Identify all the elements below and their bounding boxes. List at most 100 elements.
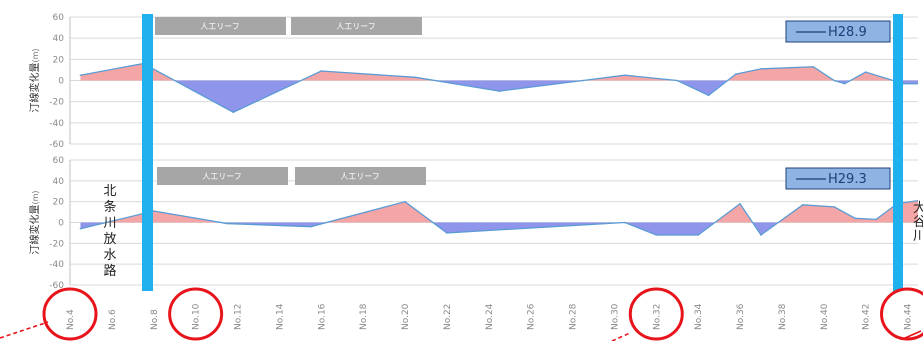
data-point [843,82,846,85]
data-point [79,74,82,77]
y-tick-label: 60 [53,156,65,166]
y-axis-title: 汀線変化量(m) [28,190,41,254]
data-point [864,71,867,73]
data-point [735,73,737,75]
annotation-left-char: 放 [103,232,116,247]
data-point [917,199,918,202]
data-point [812,65,815,68]
legend-box [785,20,891,43]
series-line [80,62,918,113]
y-axis-title-text: 汀線変化量 [28,63,41,113]
x-tick-label: No.44 [904,303,914,330]
erosion-area [80,80,918,113]
x-tick-label: No.36 [736,303,746,330]
data-point [446,232,448,234]
x-tick-label: No.10 [192,303,202,330]
data-point [624,221,626,224]
data-point [309,225,312,228]
y-tick-label: 20 [53,198,65,208]
reef-badge-label: 人工リーフ [336,22,376,31]
annotation-right-char: 谷 [913,215,923,230]
reef-badge-label: 人工リーフ [340,172,380,181]
data-point [624,74,626,77]
highlight-circle [168,287,224,341]
annotation-right-char: 大 [913,201,923,216]
x-tick-label: No.42 [862,304,872,330]
data-point [582,79,584,82]
highlight-circle [880,287,923,341]
data-point [707,94,710,97]
x-tick-label: No.22 [443,304,453,330]
data-point [498,90,501,92]
annotation-left-char: 川 [103,216,116,231]
x-axis: No.4 No.6 No.8 No.10 No.12 No.14 No.16 No.18 No.… [66,303,914,330]
reef-badge [157,167,288,185]
accretion-area [80,200,918,223]
legend-box [785,167,891,190]
highlight-circle [42,287,98,341]
x-tick-label: No.4 [66,309,76,330]
data-point [739,202,741,205]
reef-badge [155,17,286,35]
series-H28.9 [79,62,918,114]
data-point [875,218,877,221]
data-point [760,68,762,70]
x-tick-label: No.14 [275,303,285,330]
highlight-circle [628,287,684,341]
legend-label: H29.3 [828,172,867,187]
data-point [232,111,235,114]
reef-badge [295,167,426,185]
x-tick-label: No.38 [778,303,788,330]
data-point [697,234,699,236]
data-point [152,210,155,212]
data-point [404,200,406,203]
y-tick-label: 60 [53,13,65,23]
legend-label: H28.9 [828,25,867,40]
river-marker-bar-right [893,14,903,291]
annotation-left-char: 水 [103,248,116,263]
x-tick-label: No.26 [527,303,537,330]
x-tick-label: No.24 [485,303,495,330]
y-tick-label: 0 [58,77,64,87]
x-tick-label: No.40 [820,303,830,330]
y-tick-label: -20 [49,239,64,249]
annotation-left-char: 条 [103,199,116,215]
y-axis-title: 汀線変化量(m) [28,48,41,112]
y-tick-label: 40 [53,34,65,44]
reef-badge-label: 人工リーフ [202,172,242,181]
y-tick-label: -40 [49,260,64,270]
y-axis-title-unit: (m) [31,48,40,62]
accretion-area [80,63,918,81]
x-tick-label: No.28 [569,303,579,330]
data-point [226,222,228,225]
data-point [917,82,918,85]
y-axis-title-unit: (m) [31,190,40,204]
chart-panel-1: -60 -40 -20 0 20 40 60 汀線変化量(m) 人工リーフ 人工リーフ H28.9 [28,13,918,150]
y-tick-label: -20 [49,98,64,108]
data-point [79,227,82,230]
y-tick-label: 20 [53,55,65,65]
chart-panel-2: -60 -40 -20 0 20 40 60 汀線変化量(m) 人工リーフ 人工リーフ H29.3 [28,156,918,291]
x-tick-label: No.12 [234,304,244,330]
pointer-line-left [0,321,49,339]
data-point [760,234,762,236]
x-tick-label: No.32 [652,304,662,330]
x-tick-label: No.16 [317,303,327,330]
y-tick-label: 40 [53,177,65,187]
x-tick-label: No.8 [150,309,160,330]
annotation-right-char: 川 [913,229,923,244]
data-point [833,79,836,82]
pointer-line-mid [611,332,631,341]
y-tick-label: -60 [49,140,64,150]
data-point [854,217,856,220]
data-point [833,206,836,208]
y-tick-label: 0 [58,219,64,229]
reef-badge [291,17,422,35]
annotation-left-char: 北 [103,184,116,199]
y-tick-label: -60 [49,281,64,291]
y-tick-label: -40 [49,119,64,129]
annotation-left-char: 路 [103,263,116,279]
data-point [414,76,417,79]
